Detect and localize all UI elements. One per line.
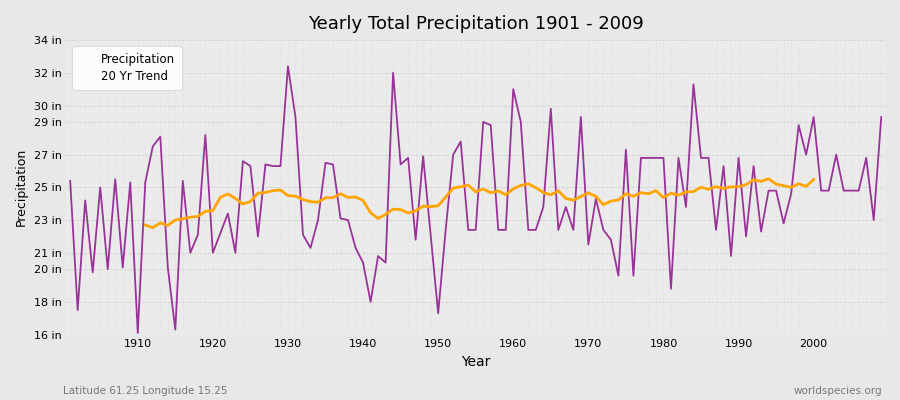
20 Yr Trend — [808, 177, 819, 182]
Precipitation — [305, 246, 316, 250]
Precipitation — [516, 120, 526, 124]
Precipitation — [523, 228, 534, 232]
Precipitation — [613, 273, 624, 278]
20 Yr Trend — [613, 198, 624, 202]
Legend: Precipitation, 20 Yr Trend: Precipitation, 20 Yr Trend — [72, 46, 182, 90]
Precipitation — [283, 64, 293, 69]
Text: Latitude 61.25 Longitude 15.25: Latitude 61.25 Longitude 15.25 — [63, 386, 228, 396]
Precipitation — [350, 246, 361, 250]
Y-axis label: Precipitation: Precipitation — [15, 148, 28, 226]
Line: 20 Yr Trend: 20 Yr Trend — [145, 179, 814, 228]
Line: Precipitation: Precipitation — [70, 66, 881, 333]
20 Yr Trend — [140, 223, 150, 228]
20 Yr Trend — [238, 202, 248, 206]
X-axis label: Year: Year — [461, 355, 491, 369]
Precipitation — [876, 115, 886, 120]
20 Yr Trend — [718, 186, 729, 191]
Title: Yearly Total Precipitation 1901 - 2009: Yearly Total Precipitation 1901 - 2009 — [308, 15, 644, 33]
Precipitation — [65, 178, 76, 183]
Precipitation — [125, 180, 136, 185]
20 Yr Trend — [148, 225, 158, 230]
20 Yr Trend — [763, 176, 774, 181]
Precipitation — [132, 330, 143, 335]
20 Yr Trend — [350, 194, 361, 199]
Text: worldspecies.org: worldspecies.org — [794, 386, 882, 396]
20 Yr Trend — [793, 181, 804, 186]
20 Yr Trend — [703, 187, 714, 192]
